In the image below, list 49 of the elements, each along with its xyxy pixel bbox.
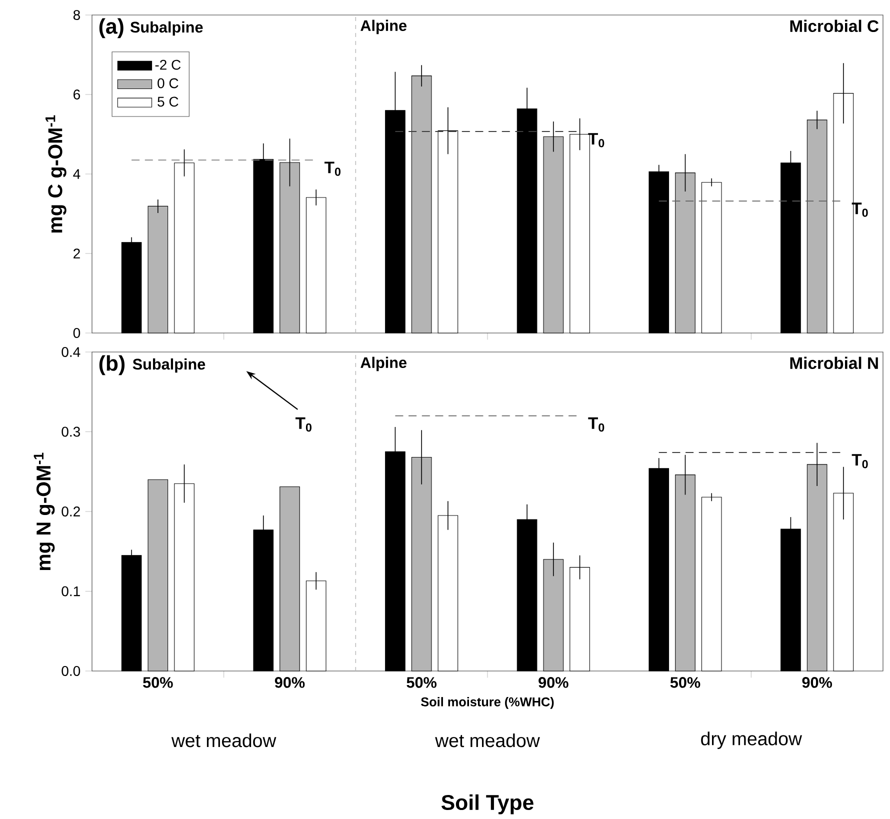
y-tick-label: 0.2 [62, 506, 80, 517]
x-tick-label: 90% [538, 677, 568, 688]
y-tick-label: 0 [73, 328, 80, 338]
bar [543, 136, 564, 334]
bar [280, 486, 300, 672]
y-tick-label: 0.1 [62, 586, 80, 596]
y-tick-label: 2 [74, 248, 80, 259]
annotation: Subalpine [132, 358, 206, 373]
ref-line-label: T$_{0}$ [324, 162, 340, 176]
annotation: Microbial C [790, 20, 879, 32]
bar [701, 497, 722, 672]
y-tick-label: 6 [74, 90, 80, 100]
annotation: (b) [99, 355, 125, 376]
x-axis-title: Soil moisture (%WHC) [421, 697, 554, 710]
legend-label: -2 C [155, 60, 181, 70]
y-tick-label: 0.3 [62, 426, 80, 437]
bar [438, 130, 458, 334]
ref-line-label: T$_{0}$ [588, 418, 604, 432]
legend-label: 5 C [158, 96, 178, 107]
y-tick-label: 4 [73, 169, 80, 179]
ref-line-label: T$_{0}$ [852, 454, 868, 468]
x-tick-label: 90% [802, 677, 832, 688]
y-tick-label: 8 [73, 10, 80, 20]
bar [148, 479, 168, 672]
x-tick-label: 50% [406, 677, 437, 688]
text: wet meadow [171, 734, 276, 748]
annotation: Alpine [360, 356, 407, 372]
bar [148, 206, 168, 334]
bar [701, 182, 722, 334]
bar [648, 171, 670, 334]
bar [385, 452, 406, 672]
x-tick-label: 90% [274, 677, 305, 688]
annotation: (a) [99, 18, 124, 38]
y-tick-label: 0.0 [62, 666, 80, 676]
legend-label: 0 C [158, 78, 178, 88]
bar [833, 493, 854, 672]
annotation: Microbial N [790, 356, 878, 370]
text: Soil Type [441, 794, 534, 814]
text: dry meadow [701, 732, 802, 750]
text: wet meadow [435, 734, 540, 748]
annotation: T$_{0}$ [295, 418, 312, 432]
y-axis-title: mg N g-OM$^{-1}$ [34, 452, 55, 570]
bar [174, 483, 194, 672]
annotation: Subalpine [130, 22, 203, 36]
annotation: Alpine [360, 20, 407, 34]
y-tick-label: 0.4 [62, 347, 80, 358]
x-tick-label: 50% [143, 677, 173, 688]
x-tick-label: 50% [670, 677, 700, 688]
y-axis-title: mg C g-OM$^{-1}$ [46, 115, 66, 233]
